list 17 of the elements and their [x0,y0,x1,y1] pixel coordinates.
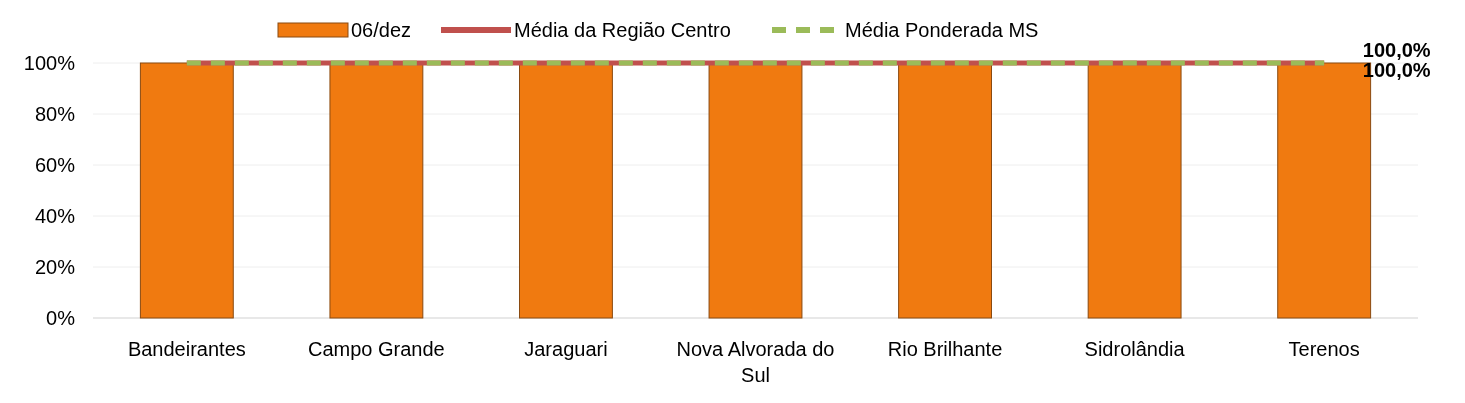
y-tick-label: 60% [34,154,76,176]
y-tick-label: 0% [46,307,76,329]
x-tick-label: Sidrolândia [1084,338,1186,360]
annotation: 100,0% [1362,39,1431,61]
x-tick-label: Bandeirantes [127,338,246,360]
legend-label: Média Ponderada MS [845,19,1039,41]
x-tick-label: Terenos [1288,338,1360,360]
x-tick-label: Rio Brilhante [887,338,1003,360]
y-tick-label: 20% [34,256,76,278]
y-tick-label: 80% [34,103,76,125]
x-tick-label: Campo Grande [308,338,445,360]
legend-label: Média da Região Centro [514,19,731,41]
y-tick-label: 100% [23,52,76,74]
x-tick-label: Jaraguari [524,338,608,360]
x-tick-label: Nova Alvorada do Sul [676,338,835,386]
legend-label: 06/dez [351,19,412,41]
y-tick-label: 40% [34,205,76,227]
